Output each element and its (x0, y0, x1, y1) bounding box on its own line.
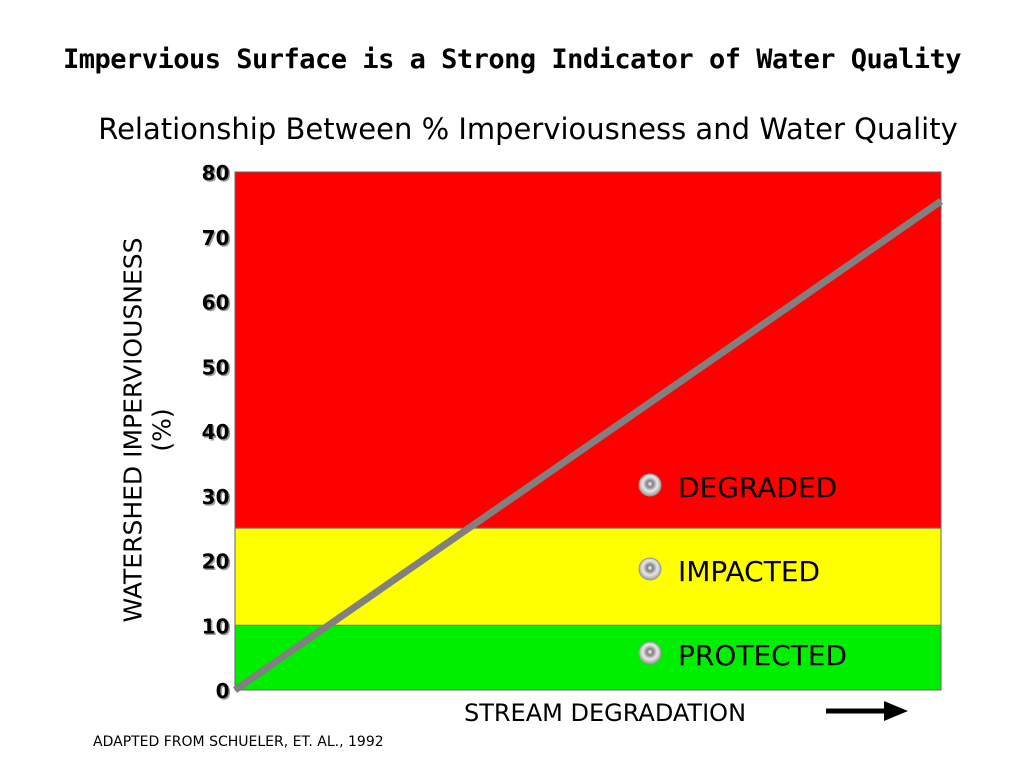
y-tick-label: 10 (202, 614, 230, 638)
bullet-icon (638, 473, 662, 497)
right-arrow-icon (826, 701, 908, 721)
series-line-0 (233, 198, 943, 693)
zone-label-text: DEGRADED (678, 471, 837, 504)
y-tick-label: 20 (202, 550, 230, 574)
source-note: ADAPTED FROM SCHUELER, ET. AL., 1992 (93, 734, 384, 750)
y-tick-shadow: 30 (203, 486, 231, 510)
y-tick-shadow: 70 (203, 227, 231, 251)
chart-subtitle: Relationship Between % Imperviousness an… (98, 112, 958, 146)
zone-label-text: IMPACTED (678, 555, 820, 588)
zone-label-impacted: IMPACTED (638, 555, 820, 588)
y-tick-shadow: 20 (203, 551, 231, 575)
y-tick-label: 70 (202, 226, 230, 250)
y-tick-label: 30 (202, 485, 230, 509)
y-tick-shadow: 40 (203, 422, 231, 446)
y-tick-shadow: 0 (217, 681, 231, 705)
y-tick-shadow: 10 (203, 616, 231, 640)
y-tick-label: 80 (202, 161, 230, 185)
bullet-icon (638, 641, 662, 665)
y-tick-shadow: 50 (203, 357, 231, 381)
y-tick-shadow: 80 (203, 163, 231, 187)
y-tick-0: 00 (216, 679, 231, 705)
chart-title: Impervious Surface is a Strong Indicator… (62, 44, 962, 75)
zone-label-text: PROTECTED (678, 639, 847, 672)
zone-label-degraded: DEGRADED (638, 471, 837, 504)
y-tick-label: 0 (216, 679, 230, 703)
x-axis-label: STREAM DEGRADATION (463, 699, 747, 727)
y-tick-label: 40 (202, 420, 230, 444)
zone-label-protected: PROTECTED (638, 639, 847, 672)
plot-frame (234, 171, 942, 691)
bullet-icon (638, 557, 662, 581)
zone-band-degraded (234, 171, 942, 529)
y-tick-shadow: 60 (203, 292, 231, 316)
zone-band-impacted (234, 527, 942, 626)
y-tick-label: 50 (202, 355, 230, 379)
y-tick-label: 60 (202, 291, 230, 315)
